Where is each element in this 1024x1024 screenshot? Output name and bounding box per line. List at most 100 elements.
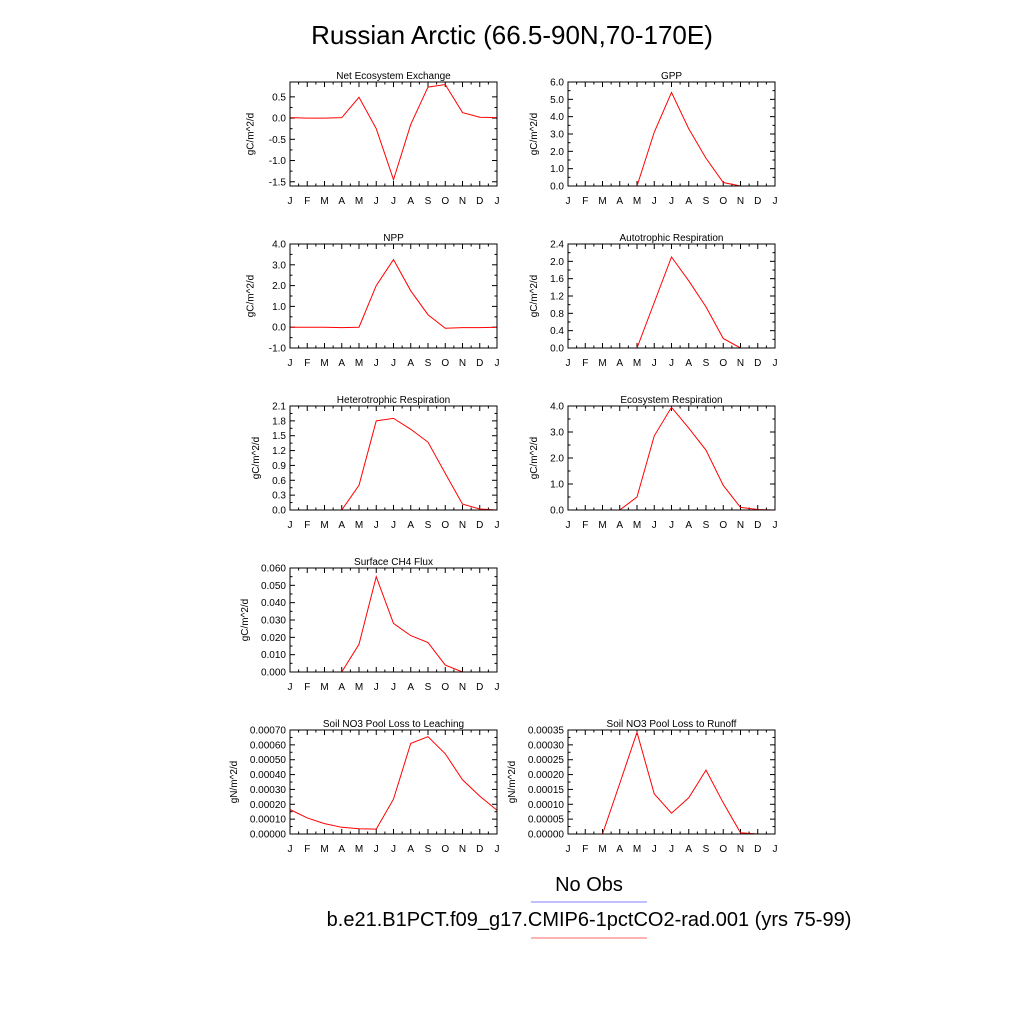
y-tick-label: 3.0 <box>550 130 564 141</box>
y-tick-label: 1.0 <box>550 480 564 491</box>
panel-title-ecosystem-respiration: Ecosystem Respiration <box>620 395 722 406</box>
y-tick-label: 3.0 <box>272 260 286 271</box>
y-tick-label: 1.0 <box>272 302 286 313</box>
panel-title-npp: NPP <box>383 233 404 244</box>
series-line-soil-no3-pool-loss-to-leaching <box>289 736 498 830</box>
x-tick-label: J <box>374 358 379 369</box>
y-tick-label: 0.00010 <box>250 815 287 826</box>
y-tick-label: 1.2 <box>550 292 564 303</box>
series-line-autotrophic-respiration <box>568 255 775 349</box>
plot-frame <box>289 405 498 511</box>
x-tick-label: J <box>374 196 379 207</box>
x-tick-label: D <box>476 520 483 531</box>
x-tick-label: M <box>355 358 363 369</box>
y-tick-label: 0.00030 <box>250 785 287 796</box>
x-tick-label: J <box>652 520 657 531</box>
x-tick-label: S <box>703 358 710 369</box>
legend-label-model: b.e21.B1PCT.f09_g17.CMIP6-1pctCO2-rad.00… <box>327 909 852 931</box>
y-tick-label: 0.030 <box>261 616 286 627</box>
y-tick-label: 1.8 <box>272 416 286 427</box>
x-tick-label: J <box>495 520 500 531</box>
y-tick-label: 0.6 <box>272 476 286 487</box>
plot-frame <box>289 81 498 187</box>
x-tick-label: M <box>598 196 606 207</box>
y-axis-label: gN/m^2/d <box>507 761 518 804</box>
y-tick-label: 0.060 <box>261 564 286 575</box>
x-tick-label: J <box>652 358 657 369</box>
y-tick-label: 2.0 <box>550 147 564 158</box>
x-tick-label: J <box>288 520 293 531</box>
x-tick-label: O <box>441 682 449 693</box>
x-tick-label: A <box>685 358 692 369</box>
y-tick-label: 1.2 <box>272 446 286 457</box>
x-tick-label: A <box>685 844 692 855</box>
y-axis-label: gC/m^2/d <box>240 599 251 642</box>
legend-label-no-obs: No Obs <box>555 874 623 896</box>
x-tick-label: O <box>719 196 727 207</box>
y-tick-label: 0.00070 <box>250 726 287 737</box>
y-axis-label: gC/m^2/d <box>529 437 540 480</box>
y-tick-label: 4.0 <box>272 240 286 251</box>
y-tick-label: 0.0 <box>550 182 564 193</box>
plot-frame <box>289 729 498 835</box>
y-tick-label: 2.0 <box>550 454 564 465</box>
x-tick-label: A <box>616 196 623 207</box>
x-tick-label: N <box>459 844 466 855</box>
x-tick-label: N <box>737 520 744 531</box>
x-tick-label: N <box>737 358 744 369</box>
plot-frame <box>567 405 776 511</box>
x-tick-label: J <box>374 844 379 855</box>
x-tick-label: J <box>773 196 778 207</box>
x-tick-label: J <box>669 196 674 207</box>
y-tick-label: 0.0 <box>550 344 564 355</box>
y-axis-label: gC/m^2/d <box>246 113 257 156</box>
series-line-npp <box>290 258 498 329</box>
y-tick-label: 0.9 <box>272 461 286 472</box>
y-tick-label: 5.0 <box>550 95 564 106</box>
y-tick-label: 0.8 <box>550 309 564 320</box>
y-tick-label: 0.00025 <box>528 755 565 766</box>
x-tick-label: N <box>737 844 744 855</box>
y-tick-label: 0.0 <box>272 114 286 125</box>
x-tick-label: J <box>495 844 500 855</box>
panel-title-soil-no3-pool-loss-to-runoff: Soil NO3 Pool Loss to Runoff <box>607 719 737 730</box>
y-axis-label: gC/m^2/d <box>529 113 540 156</box>
x-tick-label: A <box>616 358 623 369</box>
x-tick-label: A <box>407 682 414 693</box>
y-tick-label: 0.0 <box>272 506 286 517</box>
x-tick-label: J <box>669 520 674 531</box>
plot-frame <box>567 243 776 349</box>
x-tick-label: F <box>582 196 588 207</box>
y-tick-label: 0.3 <box>272 491 286 502</box>
x-tick-label: A <box>338 520 345 531</box>
x-tick-label: S <box>425 844 432 855</box>
x-tick-label: A <box>407 520 414 531</box>
x-tick-label: J <box>652 196 657 207</box>
panel-title-surface-ch4-flux: Surface CH4 Flux <box>354 557 433 568</box>
x-tick-label: M <box>320 358 328 369</box>
x-tick-label: N <box>459 196 466 207</box>
x-tick-label: O <box>719 358 727 369</box>
x-tick-label: J <box>669 358 674 369</box>
y-tick-label: 0.040 <box>261 598 286 609</box>
series-line-ecosystem-respiration <box>568 406 776 511</box>
x-tick-label: J <box>288 844 293 855</box>
y-tick-label: 0.00000 <box>528 830 565 841</box>
x-tick-label: J <box>566 358 571 369</box>
x-tick-label: O <box>719 520 727 531</box>
x-tick-label: M <box>355 196 363 207</box>
y-tick-label: 0.0 <box>550 506 564 517</box>
x-tick-label: D <box>754 196 761 207</box>
x-tick-label: M <box>598 844 606 855</box>
series-line-surface-ch4-flux <box>290 574 497 673</box>
x-tick-label: S <box>703 196 710 207</box>
x-tick-label: J <box>288 682 293 693</box>
y-tick-label: 0.00040 <box>250 770 287 781</box>
x-tick-label: N <box>459 520 466 531</box>
x-tick-label: J <box>773 844 778 855</box>
x-tick-label: A <box>338 682 345 693</box>
